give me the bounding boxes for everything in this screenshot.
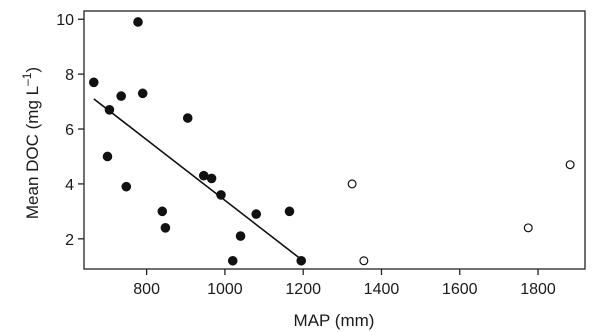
y-tick-label: 8 — [65, 67, 74, 84]
y-axis-title-superscript: –1 — [20, 72, 34, 86]
x-tick-label: 1400 — [364, 281, 400, 298]
y-axis-ticks: 2 4 6 8 10 — [56, 12, 84, 249]
filled-data-point — [206, 173, 217, 184]
x-tick-label: 1800 — [520, 281, 556, 298]
filled-data-point — [102, 151, 113, 162]
y-axis-title-close: ) — [23, 67, 42, 73]
y-axis-title-main: Mean DOC (mg L — [23, 86, 42, 219]
filled-data-point — [296, 255, 307, 266]
x-tick-label: 800 — [133, 281, 160, 298]
filled-data-point — [235, 231, 246, 241]
y-tick-label: 4 — [65, 177, 74, 194]
y-tick-label: 10 — [56, 12, 74, 29]
y-tick-label: 6 — [65, 122, 74, 139]
regression-line-group — [93, 98, 302, 261]
x-tick-label: 1600 — [442, 281, 478, 298]
data-points — [88, 17, 575, 266]
filled-data-point — [182, 113, 193, 123]
open-data-point — [565, 160, 575, 170]
filled-data-point — [116, 91, 126, 101]
x-axis-ticks: 800 1000 1200 1400 1600 1800 — [133, 269, 556, 298]
y-tick-label: 2 — [65, 232, 74, 249]
filled-data-point — [284, 206, 295, 217]
open-data-point — [359, 256, 369, 266]
filled-data-point — [227, 255, 238, 266]
y-axis-title: Mean DOC (mg L–1) — [20, 67, 42, 219]
filled-data-point — [216, 190, 226, 200]
open-data-point — [347, 179, 357, 189]
plot-frame — [83, 10, 586, 270]
filled-data-point — [137, 88, 148, 99]
axes — [83, 10, 586, 270]
filled-data-point — [88, 77, 99, 88]
open-data-point — [523, 223, 533, 233]
x-tick-label: 1000 — [207, 281, 243, 298]
filled-data-point — [104, 105, 115, 115]
regression-line — [93, 98, 302, 261]
filled-data-point — [198, 170, 209, 181]
filled-data-point — [251, 209, 262, 219]
filled-data-point — [157, 206, 168, 217]
filled-data-point — [121, 181, 132, 192]
filled-data-point — [133, 17, 143, 27]
filled-data-point — [160, 223, 171, 233]
x-tick-label: 1200 — [285, 281, 321, 298]
x-axis-title: MAP (mm) — [294, 311, 375, 330]
